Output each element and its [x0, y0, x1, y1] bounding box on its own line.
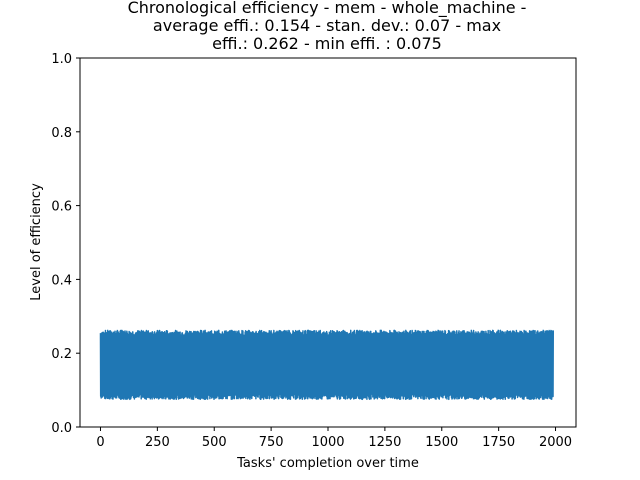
x-tick-label: 1250	[368, 435, 401, 450]
x-axis-ticks: 0 250 500 750 1000 1250 1500 1750 2000	[96, 427, 572, 450]
x-tick-label: 0	[96, 435, 104, 450]
chart-title-line-1: Chronological efficiency - mem - whole_m…	[128, 0, 527, 18]
chart-title: Chronological efficiency - mem - whole_m…	[128, 0, 527, 53]
x-tick-label: 750	[259, 435, 284, 450]
x-axis-label: Tasks' completion over time	[236, 456, 419, 471]
y-tick-label: 0.4	[51, 273, 72, 288]
y-axis-label: Level of efficiency	[29, 183, 44, 301]
y-tick-label: 0.0	[51, 421, 72, 436]
x-tick-label: 2000	[539, 435, 572, 450]
y-axis-ticks: 0.0 0.2 0.4 0.6 0.8 1.0	[51, 52, 80, 436]
y-tick-label: 0.6	[51, 200, 72, 215]
x-tick-label: 1500	[425, 435, 458, 450]
x-tick-label: 1000	[311, 435, 344, 450]
y-tick-label: 0.2	[51, 347, 72, 362]
y-tick-label: 0.8	[51, 126, 72, 141]
y-tick-label: 1.0	[51, 52, 72, 67]
x-tick-label: 1750	[482, 435, 515, 450]
efficiency-series-line	[99, 329, 554, 401]
chart-title-line-2: average effi.: 0.154 - stan. dev.: 0.07 …	[153, 16, 501, 35]
x-tick-label: 250	[145, 435, 170, 450]
x-tick-label: 500	[202, 435, 227, 450]
chart-title-line-3: effi.: 0.262 - min effi. : 0.075	[212, 34, 442, 53]
data-series-layer	[99, 329, 554, 401]
